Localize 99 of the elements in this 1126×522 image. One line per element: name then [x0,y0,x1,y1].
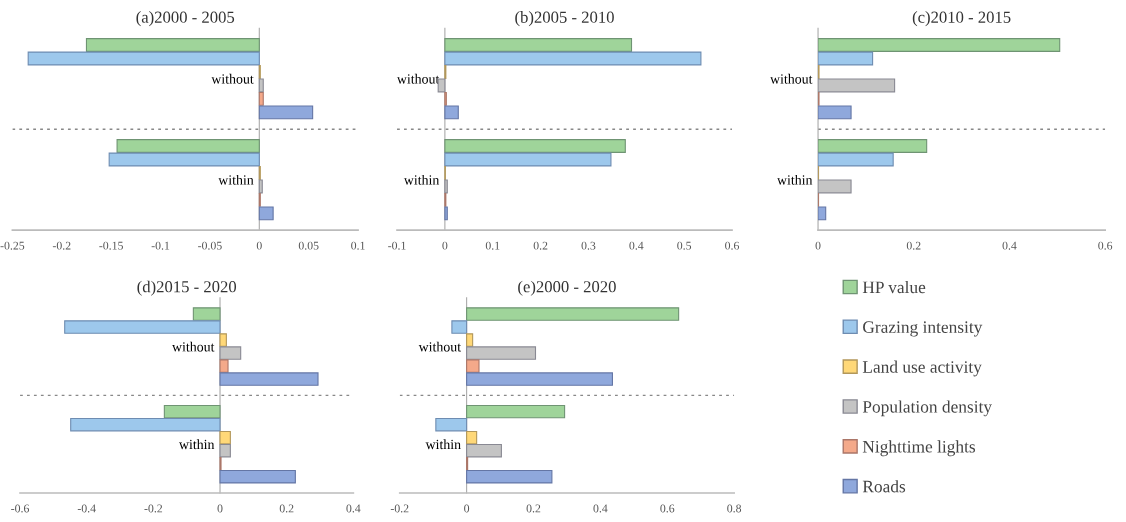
bar [466,333,474,347]
x-tick-label: 0.2 [279,504,294,513]
bar [219,359,229,373]
bar [444,152,612,167]
chart-title: (c)2010 - 2015 [912,11,1011,27]
chart-title: (b)2005 - 2010 [515,11,614,27]
x-tick-label: -0.1 [388,241,406,250]
bar [451,320,468,334]
chart-title: (e)2000 - 2020 [518,280,616,296]
bar [116,139,260,153]
bar [444,105,459,120]
x-tick-label: 0.1 [351,241,365,250]
bar [437,78,446,93]
bar [219,346,242,360]
x-tick-label: -0.1 [151,241,170,250]
bar [444,51,702,66]
bar [258,179,263,194]
x-tick-label: -0.2 [390,504,409,513]
x-tick-label: 0.6 [725,241,740,250]
bar [818,139,928,153]
bar [818,179,852,194]
x-tick-label: 0 [815,241,821,250]
bar [258,105,314,120]
legend-label: HP value [862,280,926,294]
x-tick-label: 0.6 [660,504,675,513]
y-tick-label: without [418,341,461,352]
x-tick-label: 0.3 [581,241,596,250]
bar [258,206,274,221]
bar [258,91,264,106]
bar [466,359,480,373]
bar [818,51,874,66]
bar [466,346,537,360]
bar [64,320,221,334]
x-tick-label: 0.2 [526,504,541,513]
y-tick-label: within [777,174,813,185]
bar [70,417,221,432]
y-tick-label: without [770,73,813,84]
x-tick-label: -0.4 [77,504,96,513]
x-tick-label: 0 [442,241,448,250]
bar [85,38,260,52]
y-tick-label: without [211,73,254,84]
bar [219,469,296,484]
x-tick-label: -0.15 [99,241,123,250]
x-tick-label: 0.05 [298,241,319,250]
bar [818,152,894,167]
legend-label: Population density [862,400,992,417]
bar [466,469,553,484]
x-tick-label: 0.5 [677,241,692,250]
x-tick-label: -0.2 [144,504,163,513]
legend-label: Roads [862,480,906,493]
x-tick-label: -0.05 [198,241,222,250]
bar [818,78,896,93]
y-tick-label: without [172,341,215,352]
bar [818,38,1061,52]
bar [818,105,852,120]
x-tick-label: -0.6 [11,504,30,513]
x-tick-label: 0 [464,504,470,513]
x-tick-label: 0.6 [1098,241,1113,250]
bar [435,417,468,432]
bar [258,78,264,93]
bar [27,51,260,66]
chart-title: (d)2015 - 2020 [137,280,237,296]
x-tick-label: 0.1 [485,241,500,250]
bar [163,404,221,419]
x-tick-label: 0.8 [727,504,742,513]
bar [466,372,613,386]
bar [444,38,633,52]
x-tick-label: -0.2 [52,241,71,250]
x-tick-label: 0.4 [629,241,644,250]
bar [192,307,221,321]
legend-label: Grazing intensity [863,321,983,337]
bar [219,443,231,458]
y-tick-label: within [425,439,461,450]
x-tick-label: -0.25 [0,241,25,250]
legend-label: Nighttime lights [862,440,976,457]
bar [219,430,231,445]
x-tick-label: 0.4 [1002,241,1017,250]
bar [466,443,502,458]
y-tick-label: within [403,174,440,185]
bar [444,179,448,194]
bar [444,206,448,221]
bar [466,430,478,445]
chart-title: (a)2000 - 2005 [136,11,235,27]
y-tick-label: within [178,439,215,450]
x-tick-label: 0.4 [593,504,608,513]
x-tick-label: 0 [256,241,262,250]
y-tick-label: without [396,73,440,84]
bar [108,152,260,167]
bar [466,307,680,321]
bar [219,372,319,386]
bar [444,139,626,153]
x-tick-label: 0.2 [906,241,921,250]
x-tick-label: 0 [217,504,223,513]
legend-label: Land use activity [862,360,982,377]
y-tick-label: within [218,174,254,185]
x-tick-label: 0.2 [533,241,548,250]
x-tick-label: 0.4 [346,504,361,513]
bar [219,333,227,347]
bar [466,404,566,419]
